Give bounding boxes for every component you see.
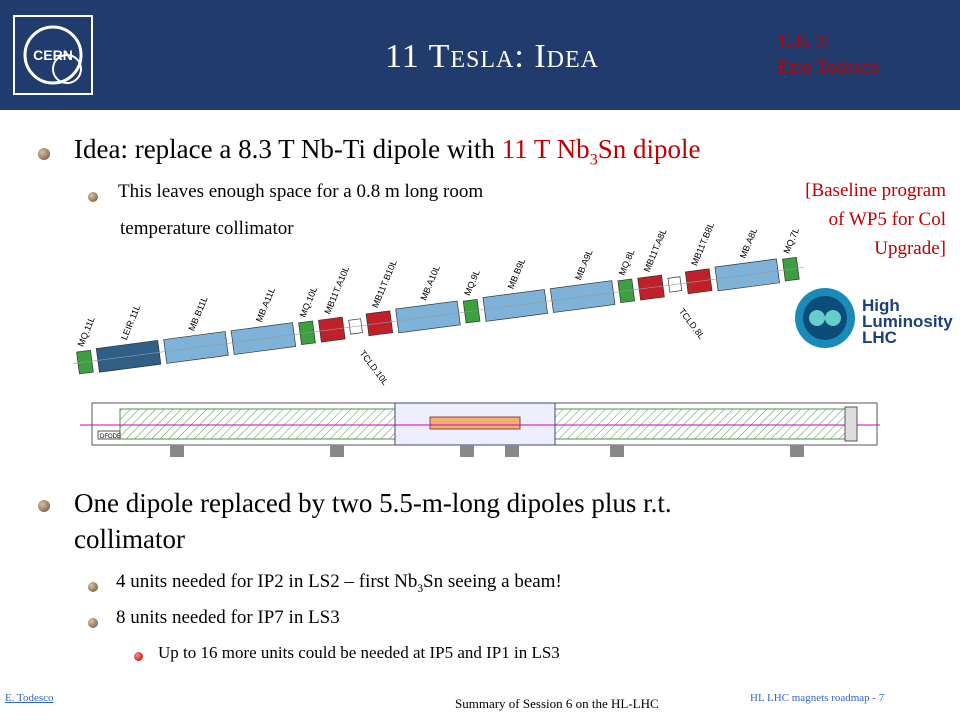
header-band [0, 0, 960, 110]
magnet-label: TCLD.8L [677, 306, 707, 341]
footer-author[interactable]: E. Todesco [5, 692, 54, 704]
magnet-label: MQ.10L [298, 285, 319, 318]
magnet-label: MB.A9L [573, 248, 594, 281]
magnet-label: MB.B11L [187, 295, 210, 332]
magnet-label: MQ.11L [76, 315, 97, 348]
magnet-label: MB11T.B8L [689, 221, 716, 267]
magnet-chain: MQ.11L LEIR.11L MB.B11L MB.A11L MQ.10L MB11T.… [73, 221, 804, 387]
magnet-label: MB11T.B10L [370, 258, 399, 309]
magnet-label: MB11T.A10L [322, 265, 351, 316]
bullet-icon [134, 652, 143, 661]
magnet-label: TCLD.10L [358, 348, 391, 387]
magnet-label: MB11T.A8L [642, 227, 669, 273]
text: Idea: replace a 8.3 T Nb-Ti dipole with [74, 134, 502, 164]
beam-line [73, 267, 804, 364]
subscript: 3 [417, 582, 424, 595]
sub-sub-bullet: Up to 16 more units could be needed at I… [158, 643, 560, 662]
sub-bullet: temperature collimator [120, 218, 294, 239]
logo-text: Luminosity [862, 312, 953, 331]
magnet-label: MB.B9L [506, 257, 527, 290]
note-line: of WP5 for Col [828, 209, 946, 230]
diagram: DFODE MQ.11L LEIR.11L MB.B11L MB.A11L MQ.10L… [73, 221, 880, 457]
sub-bullet: This leaves enough space for a 0.8 m lon… [118, 181, 484, 202]
sub-bullet: 8 units needed for IP7 in LS3 [116, 607, 340, 628]
highlight: 11 T Nb3Sn dipole [501, 134, 701, 168]
text: 4 units needed for IP2 in LS2 – first Nb [116, 571, 418, 592]
magnet-label: MB.A8L [738, 226, 759, 259]
talk-info: Talk 2: Ezio Todesco [777, 30, 879, 80]
note: [Baseline program of WP5 for Col Upgrade] [805, 176, 946, 263]
speaker: Ezio Todesco [777, 57, 880, 78]
sub-bullet: 4 units needed for IP2 in LS2 – first Nb… [116, 571, 562, 595]
text: Sn dipole [597, 134, 701, 164]
section-label: DFODE [100, 434, 121, 440]
bullet: One dipole replaced by two 5.5-m-long di… [74, 488, 672, 518]
subscript: 3 [589, 150, 598, 169]
bullet: Idea: replace a 8.3 T Nb-Ti dipole with … [74, 134, 701, 169]
logo-text: LHC [862, 328, 897, 347]
bullet: collimator [74, 524, 185, 554]
magnet-label: MB.A10L [419, 264, 442, 302]
text: Sn seeing a beam! [423, 571, 562, 592]
magnet-label: MQ.9L [462, 268, 482, 297]
note-line: Upgrade] [874, 238, 946, 259]
talk: Talk 2: [777, 32, 831, 53]
hl-lhc-logo: High Luminosity LHC [795, 288, 953, 348]
magnet-label: MQ.7L [781, 226, 801, 255]
bullet-icon [38, 500, 50, 512]
cross-section: DFODE [80, 402, 880, 457]
bullet-icon [88, 618, 98, 628]
cern-logo: CERN [13, 15, 93, 95]
title: 11 Tesla: Idea [385, 38, 599, 75]
text: 11 T Nb [501, 134, 590, 164]
magnet-label: MB.A11L [254, 286, 277, 323]
logo-text: High [862, 296, 900, 315]
bullet-icon [88, 582, 98, 592]
note-line: [Baseline program [805, 180, 946, 201]
magnet-label: MQ.8L [617, 248, 637, 277]
bullet-icon [88, 192, 98, 202]
bullet-icon [38, 148, 50, 160]
magnet-label: LEIR.11L [119, 303, 142, 341]
logo-text: CERN [33, 47, 73, 63]
footer-center: Summary of Session 6 on the HL-LHC [455, 696, 659, 711]
footer-right: HL LHC magnets roadmap - 7 [750, 692, 885, 704]
